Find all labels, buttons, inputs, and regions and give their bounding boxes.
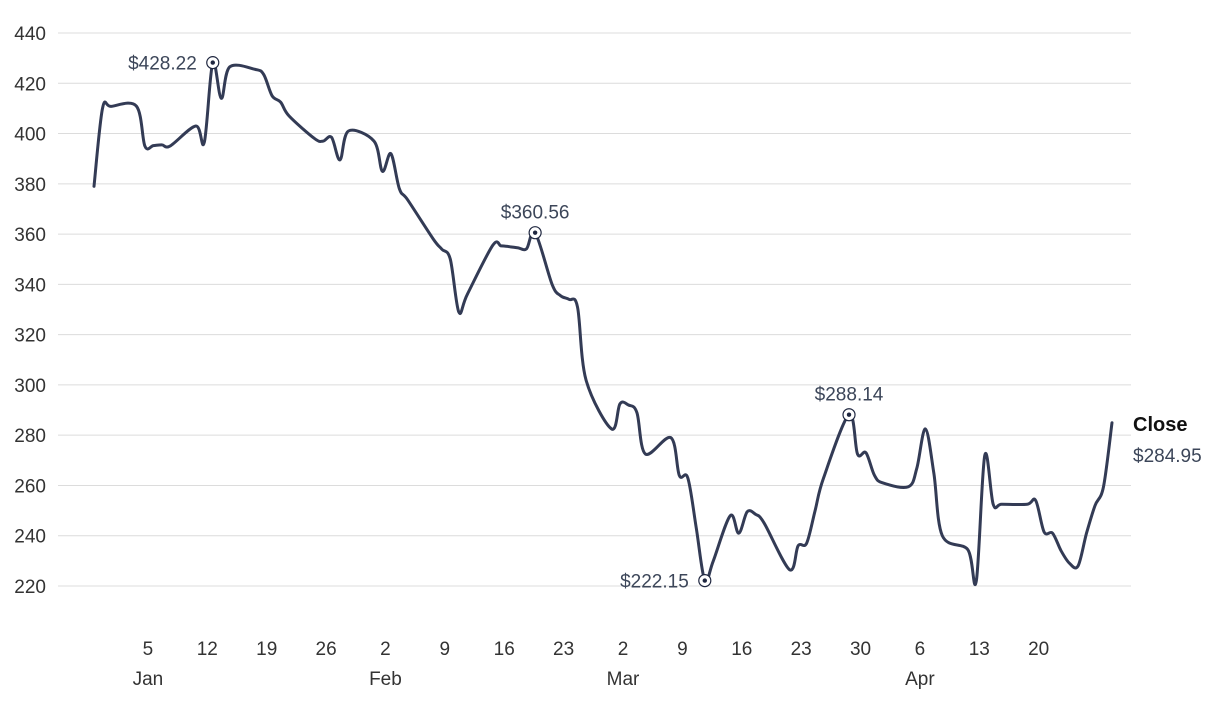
x-tick-month-label: Apr [905, 669, 935, 690]
x-tick-label: 20 [1028, 639, 1049, 660]
x-tick-label: 16 [494, 639, 515, 660]
annotation-dot [210, 60, 215, 65]
x-tick-label: 2 [618, 639, 629, 660]
x-tick-label: 30 [850, 639, 871, 660]
x-axis-ticks: 5 Jan 12 19 26 2 Feb 9 16 23 2 Mar 9 16 23 30 6 Apr 13 20 [133, 639, 1050, 690]
x-tick-label: 23 [553, 639, 574, 660]
x-tick-label: 12 [197, 639, 218, 660]
y-tick-label: 280 [14, 426, 46, 447]
annotation: $360.56 [501, 203, 570, 240]
annotation-label: $428.22 [128, 54, 197, 75]
x-tick-month-label: Feb [369, 669, 402, 690]
end-label-value: $284.95 [1133, 446, 1202, 467]
y-tick-label: 360 [14, 225, 46, 246]
gridlines [58, 32, 1131, 587]
x-tick-label: 9 [677, 639, 688, 660]
x-tick-label: 26 [316, 639, 337, 660]
x-tick-label: 6 [915, 639, 926, 660]
annotations: $428.22 $360.56 $222.15 $288.14 [128, 54, 884, 593]
annotation-dot [846, 412, 852, 417]
y-tick-label: 220 [14, 577, 46, 598]
series-layer [92, 60, 1114, 586]
annotation-label: $288.14 [815, 385, 884, 406]
y-tick-label: 420 [14, 74, 46, 95]
x-tick-label: 16 [731, 639, 752, 660]
y-tick-label: 400 [14, 125, 46, 146]
y-tick-label: 380 [14, 175, 46, 196]
y-tick-label: 320 [14, 326, 46, 347]
y-axis-ticks: 440 420 400 380 360 340 320 300 280 260 240 220 [14, 24, 46, 598]
end-label-title: Close [1133, 414, 1187, 436]
end-label: Close $284.95 [1133, 414, 1202, 467]
x-tick-label: 5 [143, 639, 154, 660]
y-tick-label: 340 [14, 275, 46, 296]
y-tick-label: 240 [14, 527, 46, 548]
annotation: $428.22 [128, 54, 220, 75]
annotation-dot [702, 578, 707, 583]
y-tick-label: 260 [14, 476, 46, 497]
x-tick-month-label: Mar [607, 669, 640, 690]
annotation-label: $222.15 [620, 572, 689, 593]
x-tick-label: 13 [969, 639, 990, 660]
x-tick-label: 9 [440, 639, 451, 660]
x-tick-label: 2 [380, 639, 391, 660]
x-tick-label: 23 [791, 639, 812, 660]
x-tick-label: 19 [256, 639, 277, 660]
annotation: $222.15 [620, 572, 712, 593]
annotation-label: $360.56 [501, 203, 570, 224]
annotation-dot [532, 230, 538, 235]
annotation: $288.14 [815, 385, 884, 422]
close-series-line [92, 60, 1114, 586]
x-tick-month-label: Jan [133, 669, 164, 690]
y-tick-label: 300 [14, 376, 46, 397]
y-tick-label: 440 [14, 24, 46, 45]
